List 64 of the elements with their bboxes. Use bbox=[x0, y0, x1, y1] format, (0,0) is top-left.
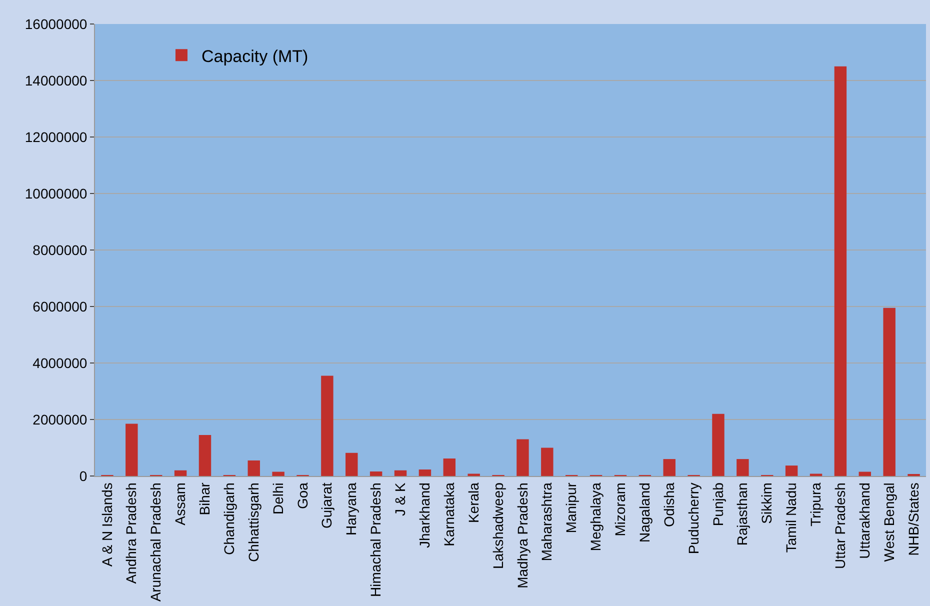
x-tick-label: Arunachal Pradesh bbox=[148, 482, 164, 602]
x-tick-label: Sikkim bbox=[758, 482, 775, 524]
x-tick-label: West Bengal bbox=[880, 482, 897, 562]
y-tick-label: 16000000 bbox=[24, 16, 88, 32]
x-tick-label: Maharashtra bbox=[538, 482, 555, 562]
bar bbox=[126, 424, 138, 476]
x-tick-label: Lakshadweep bbox=[490, 482, 506, 570]
y-tick-label: 8000000 bbox=[32, 242, 88, 258]
y-tick-label: 4000000 bbox=[32, 354, 88, 371]
x-tick-label: Himachal Pradesh bbox=[368, 482, 384, 597]
x-tick-label: Rajasthan bbox=[734, 482, 750, 546]
bar bbox=[346, 452, 358, 476]
x-tick-label: Chandigarh bbox=[220, 482, 237, 555]
x-tick-label: J & K bbox=[392, 482, 408, 516]
bar bbox=[712, 414, 724, 476]
bar bbox=[858, 472, 872, 476]
x-tick-label: Haryana bbox=[343, 482, 360, 536]
x-tick-label: Kerala bbox=[465, 482, 482, 524]
legend-label: Capacity (MT) bbox=[201, 46, 308, 66]
x-tick-label: Jharkhand bbox=[416, 482, 433, 548]
x-tick-label: Bihar bbox=[196, 482, 213, 516]
bar bbox=[443, 458, 456, 476]
x-tick-label: Uttarakhand bbox=[856, 482, 872, 559]
x-tick-label: Delhi bbox=[270, 482, 286, 515]
x-tick-label: Chhattisgarh bbox=[245, 482, 262, 562]
bar bbox=[516, 439, 529, 476]
y-tick-label: 14000000 bbox=[24, 72, 88, 88]
x-tick-label: Goa bbox=[294, 482, 310, 510]
x-tick-label: Andhra Pradesh bbox=[123, 482, 140, 584]
bar bbox=[418, 470, 432, 476]
x-tick-label: Karnataka bbox=[440, 482, 457, 546]
x-tick-label: Tripura bbox=[808, 482, 824, 526]
bar bbox=[394, 470, 407, 476]
bar bbox=[663, 459, 676, 476]
x-tick-label: Assam bbox=[172, 482, 188, 526]
bar bbox=[198, 435, 212, 476]
x-tick-label: Mizoram bbox=[612, 482, 628, 536]
bar bbox=[370, 471, 382, 476]
x-tick-label: Nagaland bbox=[636, 482, 652, 543]
x-tick-label: Gujarat bbox=[318, 482, 335, 529]
bar bbox=[174, 470, 187, 476]
bar bbox=[785, 466, 798, 476]
x-tick-label: Tamil Nadu bbox=[783, 482, 800, 553]
y-tick-label: 12000000 bbox=[24, 128, 88, 145]
x-tick-label: Puducherry bbox=[685, 482, 702, 554]
y-tick-label: 6000000 bbox=[32, 298, 88, 314]
bar bbox=[248, 460, 260, 476]
y-tick-label: 10000000 bbox=[24, 185, 88, 202]
bar bbox=[736, 459, 749, 476]
bar bbox=[834, 66, 847, 476]
x-tick-label: Meghalaya bbox=[588, 482, 604, 552]
y-tick-label: 2000000 bbox=[32, 411, 88, 428]
x-tick-label: A & N Islands bbox=[98, 482, 115, 567]
x-tick-label: Punjab bbox=[710, 482, 726, 526]
bar bbox=[272, 472, 284, 476]
x-tick-label: Madhya Pradesh bbox=[514, 482, 530, 588]
y-tick-label: 0 bbox=[79, 468, 88, 484]
bar bbox=[883, 308, 896, 476]
x-tick-label: Uttar Pradesh bbox=[832, 482, 848, 569]
x-tick-label: Manipur bbox=[563, 482, 580, 534]
x-tick-label: Odisha bbox=[660, 482, 677, 527]
bar bbox=[321, 376, 334, 476]
x-tick-label: NHB/States bbox=[905, 482, 922, 556]
bar bbox=[541, 448, 554, 476]
